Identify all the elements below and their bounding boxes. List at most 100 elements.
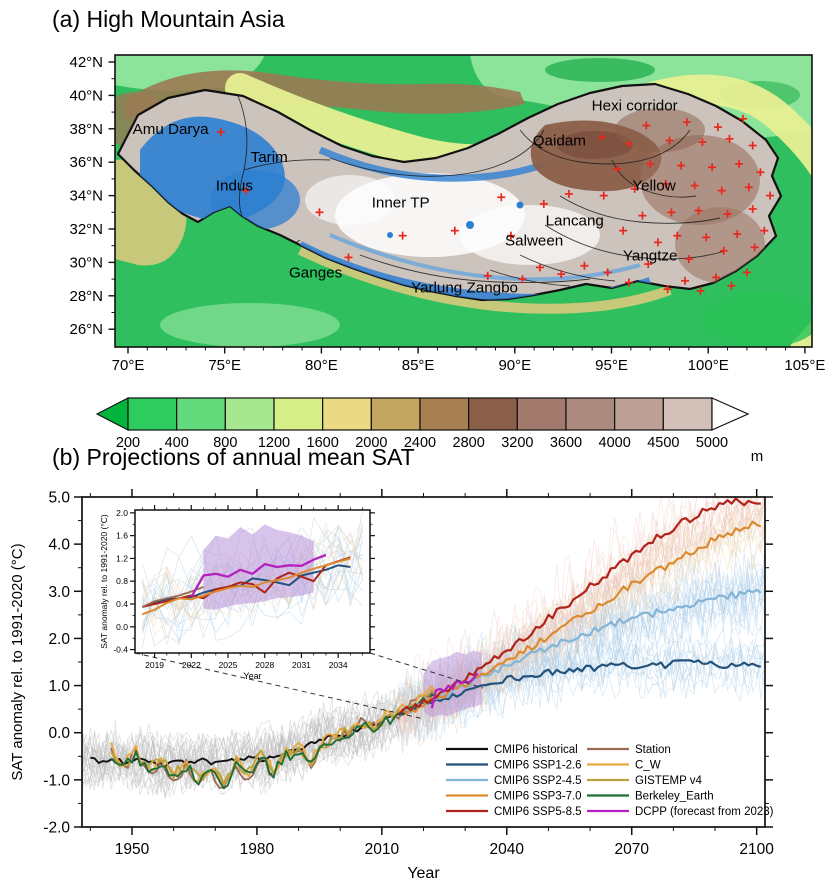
high-plateau-white <box>460 205 600 265</box>
sat-projection-chart: 1950 1980 2010 2040 2070 2100 5.0 4.0 3.0 2.0 1.0 0… <box>9 489 774 882</box>
svg-text:0.4: 0.4 <box>116 599 128 609</box>
svg-text:200: 200 <box>116 435 140 451</box>
svg-text:2.0: 2.0 <box>48 631 70 648</box>
svg-text:-2.0: -2.0 <box>43 820 70 837</box>
svg-text:30°N: 30°N <box>69 254 103 271</box>
svg-text:95°E: 95°E <box>595 357 628 374</box>
terrain-patch <box>700 292 812 347</box>
svg-text:2.0: 2.0 <box>116 508 128 518</box>
svg-text:0.8: 0.8 <box>116 576 128 586</box>
svg-text:4.0: 4.0 <box>48 537 70 554</box>
svg-text:2100: 2100 <box>739 841 774 858</box>
svg-text:2034: 2034 <box>329 660 348 670</box>
svg-text:70°E: 70°E <box>112 357 145 374</box>
region-label: Ganges <box>289 264 343 281</box>
map-axes: 42°N 40°N 38°N 36°N 34°N 32°N 30°N 28°N 26°N 70°E… <box>69 54 825 374</box>
svg-text:90°E: 90°E <box>498 357 531 374</box>
svg-text:-0.4: -0.4 <box>113 645 128 655</box>
legend-label: CMIP6 SSP1-2.6 <box>494 760 582 772</box>
svg-text:m: m <box>751 448 764 465</box>
inset-y-label: SAT anomaly rel. to 1991-2020 (°C) <box>99 514 109 649</box>
station-markers <box>216 114 775 295</box>
terrain-patch <box>545 58 655 82</box>
svg-text:0.0: 0.0 <box>116 622 128 632</box>
legend-label: C_W <box>635 760 661 772</box>
svg-text:3.0: 3.0 <box>48 584 70 601</box>
region-label: Hexi corridor <box>592 97 678 114</box>
svg-text:1950: 1950 <box>115 841 150 858</box>
x-axis-label: Year <box>407 865 440 882</box>
legend-label: DCPP (forecast from 2023) <box>635 806 774 818</box>
svg-text:2000: 2000 <box>355 435 387 451</box>
map-frame <box>114 54 813 348</box>
map-terrain: Amu Darya Tarim Indus Inner TP Qaidam Hexi co… <box>115 55 812 347</box>
region-label: Yarlung Zangbo <box>411 279 518 296</box>
east-brown-patch <box>675 207 765 283</box>
svg-text:0.0: 0.0 <box>48 725 70 742</box>
inset-chart: 2019 2022 2025 2028 2031 2034 2.0 1.6 1.2 0.8 0.4 0… <box>99 505 375 681</box>
foothill-yellow-band <box>225 73 812 347</box>
south-foothill-tan <box>297 245 672 314</box>
lake <box>466 221 474 229</box>
map-region-labels: Amu Darya Tarim Indus Inner TP Qaidam Hexi co… <box>133 97 678 296</box>
svg-text:80°E: 80°E <box>305 357 338 374</box>
region-label: Salween <box>505 233 563 250</box>
svg-text:38°N: 38°N <box>69 121 103 138</box>
svg-text:5.0: 5.0 <box>48 490 70 507</box>
svg-text:2019: 2019 <box>145 660 164 670</box>
svg-text:1200: 1200 <box>258 435 290 451</box>
legend-label: GISTEMP v4 <box>635 775 702 787</box>
svg-text:1980: 1980 <box>240 841 275 858</box>
svg-text:105°E: 105°E <box>784 357 825 374</box>
legend-label: Berkeley_Earth <box>635 791 714 803</box>
east-brown-patch <box>615 108 705 152</box>
svg-text:2400: 2400 <box>404 435 436 451</box>
svg-text:1.0: 1.0 <box>48 678 70 695</box>
region-label: Yangtze <box>623 248 678 265</box>
svg-text:4500: 4500 <box>647 435 679 451</box>
region-label: Amu Darya <box>133 121 210 138</box>
y-axis-label: SAT anomaly rel. to 1991-2020 (°C) <box>9 543 26 780</box>
svg-text:100°E: 100°E <box>688 357 729 374</box>
high-plateau-white <box>305 175 395 225</box>
panel-b-title: (b) Projections of annual mean SAT <box>52 444 415 470</box>
svg-text:400: 400 <box>165 435 189 451</box>
qaidam-dark-core <box>557 131 633 159</box>
svg-text:1.6: 1.6 <box>116 531 128 541</box>
svg-text:85°E: 85°E <box>402 357 435 374</box>
lake <box>387 232 393 238</box>
svg-text:34°N: 34°N <box>69 188 103 205</box>
svg-text:800: 800 <box>213 435 237 451</box>
lake <box>516 201 524 209</box>
east-brown-patch <box>640 135 760 225</box>
svg-text:75°E: 75°E <box>208 357 241 374</box>
region-label: Inner TP <box>372 194 430 211</box>
svg-text:2070: 2070 <box>614 841 649 858</box>
svg-text:2010: 2010 <box>365 841 400 858</box>
svg-text:26°N: 26°N <box>69 321 103 338</box>
region-label: Yellow <box>632 178 675 195</box>
svg-text:2022: 2022 <box>182 660 201 670</box>
svg-text:2028: 2028 <box>255 660 274 670</box>
region-label: Tarim <box>251 149 288 166</box>
region-label: Indus <box>216 178 254 195</box>
legend-label: CMIP6 SSP3-7.0 <box>494 791 582 803</box>
legend-label: Station <box>635 744 671 756</box>
kunlun-glacier-blue <box>318 146 547 182</box>
svg-text:3600: 3600 <box>550 435 582 451</box>
terrain-patch <box>160 303 340 347</box>
legend-label: CMIP6 historical <box>494 744 578 756</box>
svg-text:40°N: 40°N <box>69 87 103 104</box>
legend-label: CMIP6 SSP2-4.5 <box>494 775 582 787</box>
svg-text:4000: 4000 <box>599 435 631 451</box>
legend-label: CMIP6 SSP5-8.5 <box>494 806 582 818</box>
panel-a-title: (a) High Mountain Asia <box>52 6 285 32</box>
svg-text:2800: 2800 <box>453 435 485 451</box>
svg-text:2040: 2040 <box>490 841 525 858</box>
svg-text:36°N: 36°N <box>69 154 103 171</box>
svg-text:32°N: 32°N <box>69 221 103 238</box>
elevation-colorbar: 200 400 800 1200 1600 2000 2400 2800 3200 3600 400… <box>95 397 764 465</box>
svg-text:2025: 2025 <box>219 660 238 670</box>
